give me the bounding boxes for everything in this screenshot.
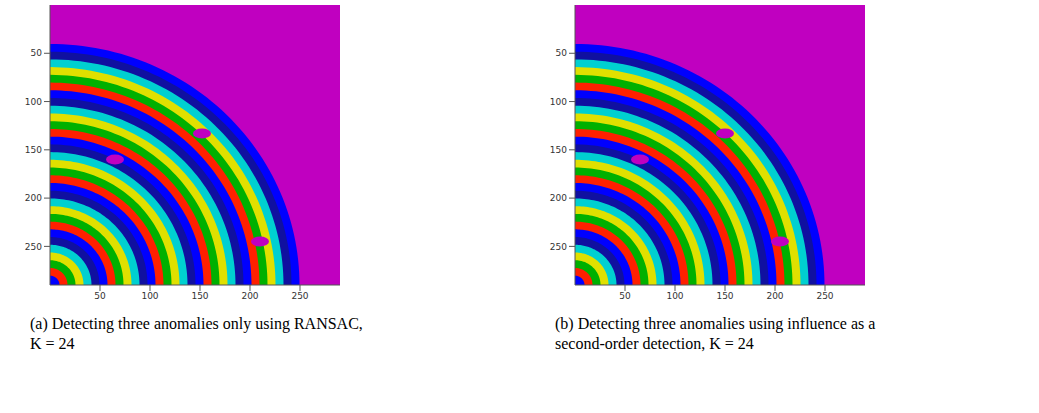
svg-text:150: 150 — [550, 145, 567, 155]
svg-text:250: 250 — [816, 291, 833, 301]
svg-text:200: 200 — [25, 193, 42, 203]
svg-text:50: 50 — [619, 291, 631, 301]
svg-text:250: 250 — [291, 291, 308, 301]
svg-text:200: 200 — [241, 291, 258, 301]
svg-text:250: 250 — [25, 242, 42, 252]
svg-text:50: 50 — [94, 291, 106, 301]
svg-text:150: 150 — [191, 291, 208, 301]
svg-text:200: 200 — [550, 193, 567, 203]
svg-text:250: 250 — [550, 242, 567, 252]
svg-text:100: 100 — [141, 291, 158, 301]
svg-text:50: 50 — [556, 48, 568, 58]
svg-text:100: 100 — [666, 291, 683, 301]
svg-text:150: 150 — [716, 291, 733, 301]
svg-text:100: 100 — [550, 97, 567, 107]
svg-text:150: 150 — [25, 145, 42, 155]
svg-text:50: 50 — [31, 48, 43, 58]
html-text:(a) Detecting three anomalies: (a) Detecting three anomalies only using… — [30, 315, 363, 352]
html-text:(b) Detecting three anomalies: (b) Detecting three anomalies using infl… — [555, 315, 876, 352]
svg-text:200: 200 — [766, 291, 783, 301]
svg-text:100: 100 — [25, 97, 42, 107]
